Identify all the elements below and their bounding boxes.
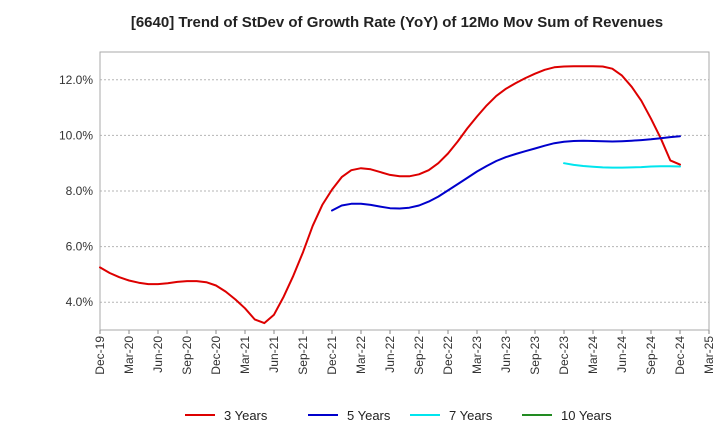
y-tick-label: 10.0%	[59, 128, 93, 142]
x-tick-label: Sep-23	[528, 336, 542, 375]
x-tick-label: Dec-20	[209, 336, 223, 375]
x-tick-label: Jun-22	[383, 336, 397, 373]
x-tick-label: Sep-24	[644, 336, 658, 375]
x-tick-label: Jun-21	[267, 336, 281, 373]
x-tick-label: Dec-21	[325, 336, 339, 375]
x-tick-label: Dec-24	[673, 336, 687, 375]
x-tick-label: Jun-23	[499, 336, 513, 373]
grid	[100, 79, 709, 303]
x-tick-label: Dec-19	[93, 336, 107, 375]
x-tick-label: Dec-23	[557, 336, 571, 375]
x-tick-label: Mar-25	[702, 336, 716, 374]
x-tick-label: Mar-21	[238, 336, 252, 374]
x-tick-label: Dec-22	[441, 336, 455, 375]
x-tick-label: Mar-23	[470, 336, 484, 374]
x-axis: Dec-19 Mar-20 Jun-20 Sep-20 Dec-20 Mar-21 Jun-…	[93, 330, 716, 375]
x-tick-label: Jun-24	[615, 336, 629, 373]
chart-title: [6640] Trend of StDev of Growth Rate (Yo…	[131, 14, 663, 31]
x-tick-label: Mar-24	[586, 336, 600, 374]
series-lines	[99, 65, 681, 325]
legend-label: 7 Years	[449, 408, 493, 423]
y-axis: 4.0% 6.0% 8.0% 10.0% 12.0%	[59, 73, 93, 309]
y-tick-label: 12.0%	[59, 73, 93, 87]
x-tick-label: Mar-22	[354, 336, 368, 374]
series-line-5-years	[331, 135, 681, 212]
x-tick-label: Sep-20	[180, 336, 194, 375]
x-tick-label: Sep-21	[296, 336, 310, 375]
legend-label: 10 Years	[561, 408, 612, 423]
y-tick-label: 6.0%	[66, 240, 94, 254]
y-tick-label: 4.0%	[66, 295, 94, 309]
x-tick-label: Jun-20	[151, 336, 165, 373]
legend: 3 Years 5 Years 7 Years 10 Years	[185, 408, 612, 423]
legend-label: 5 Years	[347, 408, 391, 423]
series-line-7-years	[563, 162, 681, 169]
plot-frame	[99, 51, 710, 331]
x-tick-label: Sep-22	[412, 336, 426, 375]
y-tick-label: 8.0%	[66, 184, 94, 198]
x-tick-label: Mar-20	[122, 336, 136, 374]
series-line-3-years	[99, 65, 681, 325]
legend-label: 3 Years	[224, 408, 268, 423]
